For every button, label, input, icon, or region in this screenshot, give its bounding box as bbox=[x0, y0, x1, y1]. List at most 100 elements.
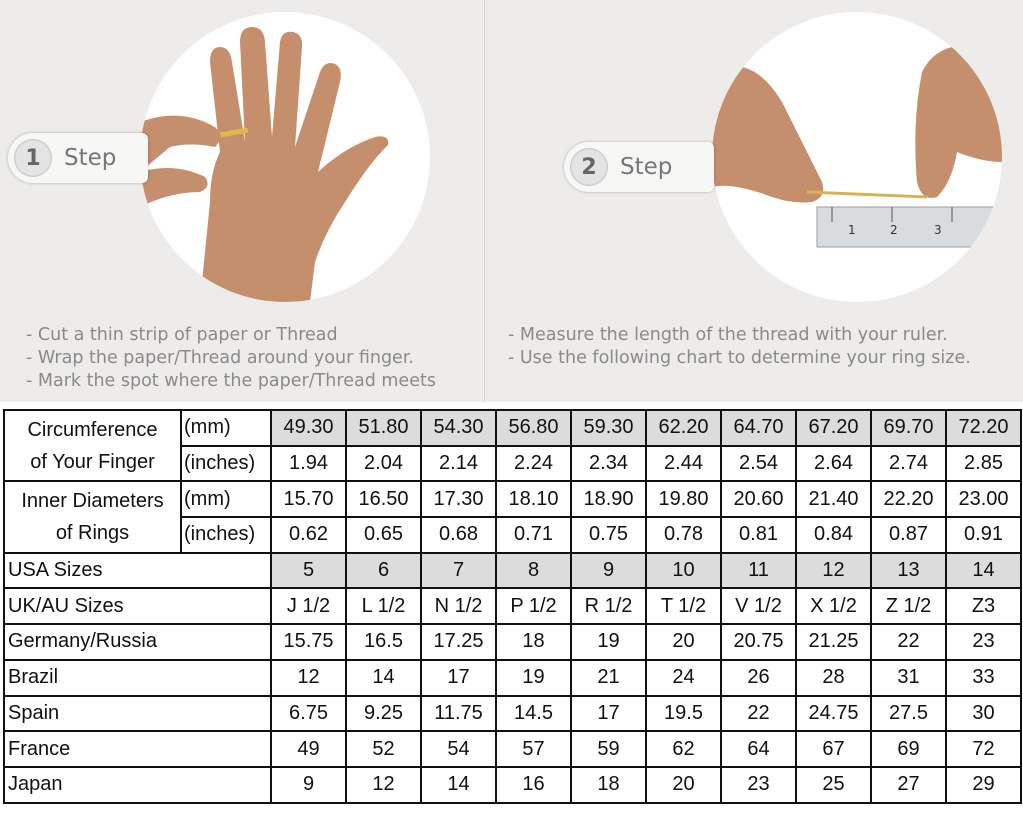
table-cell: 2.24 bbox=[495, 444, 572, 483]
ruler-mark: 2 bbox=[890, 223, 898, 237]
table-cell: 19 bbox=[570, 623, 647, 661]
table-cell: J 1/2 bbox=[270, 587, 347, 626]
instruction-line: - Use the following chart to determine y… bbox=[508, 348, 971, 368]
table-cell: P 1/2 bbox=[495, 587, 572, 626]
table-cell: 59 bbox=[570, 730, 647, 768]
step-2-badge: 2 Step bbox=[564, 142, 714, 192]
table-cell: 11 bbox=[720, 551, 797, 590]
table-cell: 67.20 bbox=[795, 409, 872, 447]
ruler-mark: 3 bbox=[934, 223, 942, 237]
unit-label: (mm) bbox=[180, 409, 272, 447]
table-cell: 1.94 bbox=[270, 444, 347, 483]
table-cell: V 1/2 bbox=[720, 587, 797, 626]
table-cell: 64 bbox=[720, 730, 797, 768]
table-cell: 24 bbox=[645, 658, 722, 697]
table-cell: 22 bbox=[870, 623, 947, 661]
table-cell: 6.75 bbox=[270, 694, 347, 733]
table-cell: 49 bbox=[270, 730, 347, 768]
table-cell: 20.60 bbox=[720, 480, 797, 519]
table-cell: 7 bbox=[420, 551, 497, 590]
table-cell: 54.30 bbox=[420, 409, 497, 447]
table-cell: 2.14 bbox=[420, 444, 497, 483]
table-cell: 22.20 bbox=[870, 480, 947, 519]
table-cell: N 1/2 bbox=[420, 587, 497, 626]
hand-photo bbox=[140, 12, 430, 302]
table-cell: 27.5 bbox=[870, 694, 947, 733]
table-cell: 52 bbox=[345, 730, 422, 768]
table-cell: 21.25 bbox=[795, 623, 872, 661]
diameter-label: Inner Diameters of Rings bbox=[3, 480, 182, 554]
table-cell: X 1/2 bbox=[795, 587, 872, 626]
table-cell: 29 bbox=[945, 765, 1022, 804]
table-cell: 14 bbox=[345, 658, 422, 697]
table-cell: 2.04 bbox=[345, 444, 422, 483]
table-row: France 49 52 54 57 59 62 64 67 69 72 bbox=[3, 730, 1022, 768]
table-cell: 0.65 bbox=[345, 516, 422, 554]
table-cell: T 1/2 bbox=[645, 587, 722, 626]
hand-wrapping-finger-illustration bbox=[140, 27, 389, 302]
table-cell: 57 bbox=[495, 730, 572, 768]
table-row: Spain 6.75 9.25 11.75 14.5 17 19.5 22 24.75 27.5 3… bbox=[3, 694, 1022, 733]
label-line: of Rings bbox=[55, 522, 130, 545]
table-row: Japan 9 12 14 16 18 20 23 25 27 29 bbox=[3, 765, 1022, 804]
table-cell: 12 bbox=[270, 658, 347, 697]
table-row: Brazil 12 14 17 19 21 24 26 28 31 33 bbox=[3, 658, 1022, 697]
table-cell: 2.64 bbox=[795, 444, 872, 483]
table-cell: 15.70 bbox=[270, 480, 347, 519]
table-cell: 19.80 bbox=[645, 480, 722, 519]
table-cell: 19 bbox=[495, 658, 572, 697]
table-cell: 22 bbox=[720, 694, 797, 733]
table-cell: 0.81 bbox=[720, 516, 797, 554]
ring-size-table: Circumference of Your Finger (mm) 49.30 51.8… bbox=[3, 408, 1022, 804]
table-cell: 15.75 bbox=[270, 623, 347, 661]
row-label: UK/AU Sizes bbox=[3, 587, 272, 626]
step-label: Step bbox=[620, 154, 673, 180]
table-cell: 11.75 bbox=[420, 694, 497, 733]
table-cell: 0.71 bbox=[495, 516, 572, 554]
circumference-inches-row: (inches) 1.94 2.04 2.14 2.24 2.34 2.44 2.54 2.64… bbox=[4, 444, 1022, 483]
table-cell: 17.30 bbox=[420, 480, 497, 519]
row-label: Germany/Russia bbox=[3, 623, 272, 661]
table-cell: 25 bbox=[795, 765, 872, 804]
table-cell: 69 bbox=[870, 730, 947, 768]
table-cell: 21 bbox=[570, 658, 647, 697]
table-cell: 18 bbox=[495, 623, 572, 661]
table-cell: 12 bbox=[345, 765, 422, 804]
row-label: Brazil bbox=[3, 658, 272, 697]
table-cell: 2.44 bbox=[645, 444, 722, 483]
table-cell: Z 1/2 bbox=[870, 587, 947, 626]
step-2-instructions: - Measure the length of the thread with … bbox=[508, 324, 971, 370]
table-cell: 8 bbox=[495, 551, 572, 590]
table-cell: 24.75 bbox=[795, 694, 872, 733]
table-cell: 16.5 bbox=[345, 623, 422, 661]
diameter-inches-row: (inches) 0.62 0.65 0.68 0.71 0.75 0.78 0.81 0.84… bbox=[4, 516, 1022, 554]
table-cell: 20 bbox=[645, 765, 722, 804]
table-cell: 9.25 bbox=[345, 694, 422, 733]
table-cell: 6 bbox=[345, 551, 422, 590]
instruction-line: - Mark the spot where the paper/Thread m… bbox=[26, 371, 436, 391]
table-cell: 28 bbox=[795, 658, 872, 697]
table-cell: 17 bbox=[420, 658, 497, 697]
table-cell: R 1/2 bbox=[570, 587, 647, 626]
table-cell: 5 bbox=[270, 551, 347, 590]
table-cell: 2.34 bbox=[570, 444, 647, 483]
row-label: Spain bbox=[3, 694, 272, 733]
step-number: 1 bbox=[14, 139, 52, 177]
table-cell: 12 bbox=[795, 551, 872, 590]
circumference-mm-row: Circumference of Your Finger (mm) 49.30 51.8… bbox=[3, 408, 1022, 483]
step-label: Step bbox=[64, 145, 117, 171]
table-cell: 2.74 bbox=[870, 444, 947, 483]
table-cell: 31 bbox=[870, 658, 947, 697]
table-cell: 17 bbox=[570, 694, 647, 733]
table-cell: 0.62 bbox=[270, 516, 347, 554]
table-cell: 2.54 bbox=[720, 444, 797, 483]
table-cell: 64.70 bbox=[720, 409, 797, 447]
table-cell: 26 bbox=[720, 658, 797, 697]
instructions-panel: 1 Step - Cut a thin strip of paper or Th… bbox=[0, 0, 1023, 402]
unit-label: (inches) bbox=[180, 444, 272, 483]
table-cell: 49.30 bbox=[270, 409, 347, 447]
table-cell: 72.20 bbox=[945, 409, 1022, 447]
panel-divider bbox=[484, 0, 485, 402]
table-cell: 13 bbox=[870, 551, 947, 590]
table-cell: 30 bbox=[945, 694, 1022, 733]
